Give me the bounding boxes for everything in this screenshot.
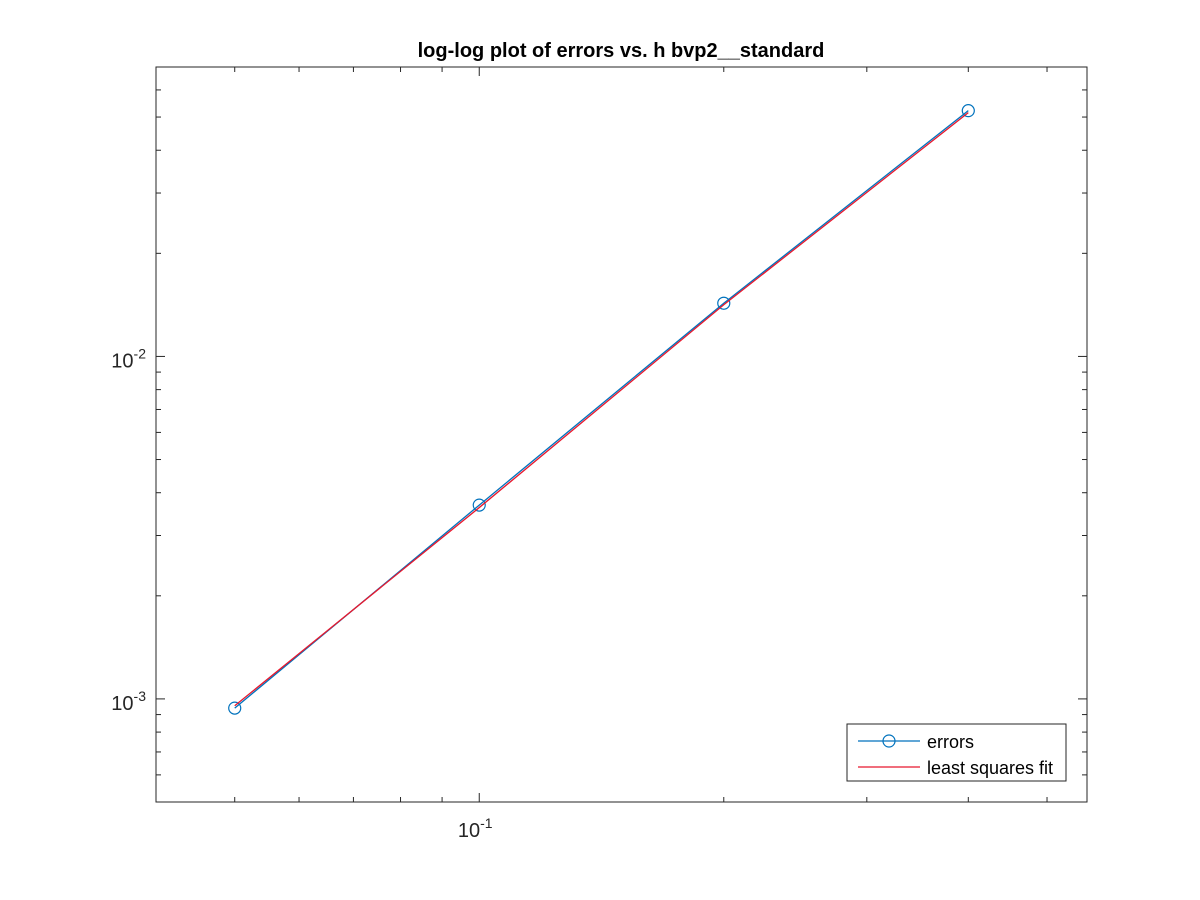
legend-label-1: least squares fit: [927, 758, 1053, 778]
y-tick-label: 10-2: [111, 345, 146, 372]
series-line-1: [234, 112, 969, 707]
axes-box: [155, 66, 1088, 803]
chart-title: log-log plot of errors vs. h bvp2__stand…: [418, 40, 825, 62]
x-tick-label: 10-1: [458, 815, 493, 842]
legend[interactable]: errors least squares fit: [846, 723, 1067, 782]
legend-box: [846, 723, 1067, 782]
data-point: [961, 104, 975, 118]
axes: [155, 66, 1088, 803]
legend-marker-0: [882, 734, 896, 748]
data-point: [717, 296, 731, 310]
plot-series: [228, 104, 975, 715]
y-tick-label: 10-3: [111, 688, 146, 715]
data-point: [472, 498, 486, 512]
ticks: 10-1 10-2 10-3: [111, 66, 1087, 842]
data-point: [228, 701, 242, 715]
legend-label-0: errors: [927, 732, 974, 752]
